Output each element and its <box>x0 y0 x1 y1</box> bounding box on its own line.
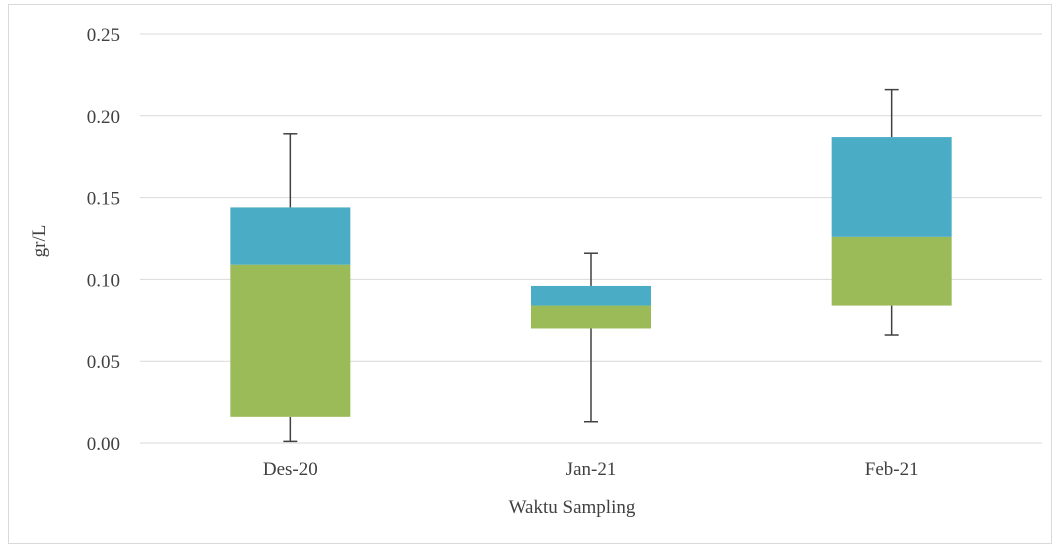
y-tick-label: 0.10 <box>87 270 120 291</box>
box-lower-segment <box>230 264 351 417</box>
x-category-label: Des-20 <box>263 459 318 480</box>
y-tick-label: 0.05 <box>87 352 120 373</box>
boxes <box>230 137 952 417</box>
y-axis-title: gr/L <box>29 225 50 258</box>
x-category-label: Jan-21 <box>566 459 617 480</box>
y-tick-labels: 0.00 0.05 0.10 0.15 0.20 0.25 <box>87 25 120 455</box>
y-tick-label: 0.20 <box>87 107 120 128</box>
y-tick-label: 0.25 <box>87 25 120 46</box>
x-category-label: Feb-21 <box>865 459 919 480</box>
whiskers <box>283 88 899 443</box>
box-upper-segment <box>230 207 351 265</box>
x-axis-title: Waktu Sampling <box>509 497 636 518</box>
x-category-labels: Des-20 Jan-21 Feb-21 <box>263 459 919 480</box>
y-tick-label: 0.15 <box>87 189 120 210</box>
box-upper-segment <box>831 137 952 237</box>
box-lower-segment <box>831 236 952 306</box>
y-tick-label: 0.00 <box>87 434 120 455</box>
box-lower-segment <box>531 305 651 329</box>
box-upper-segment <box>531 285 651 306</box>
